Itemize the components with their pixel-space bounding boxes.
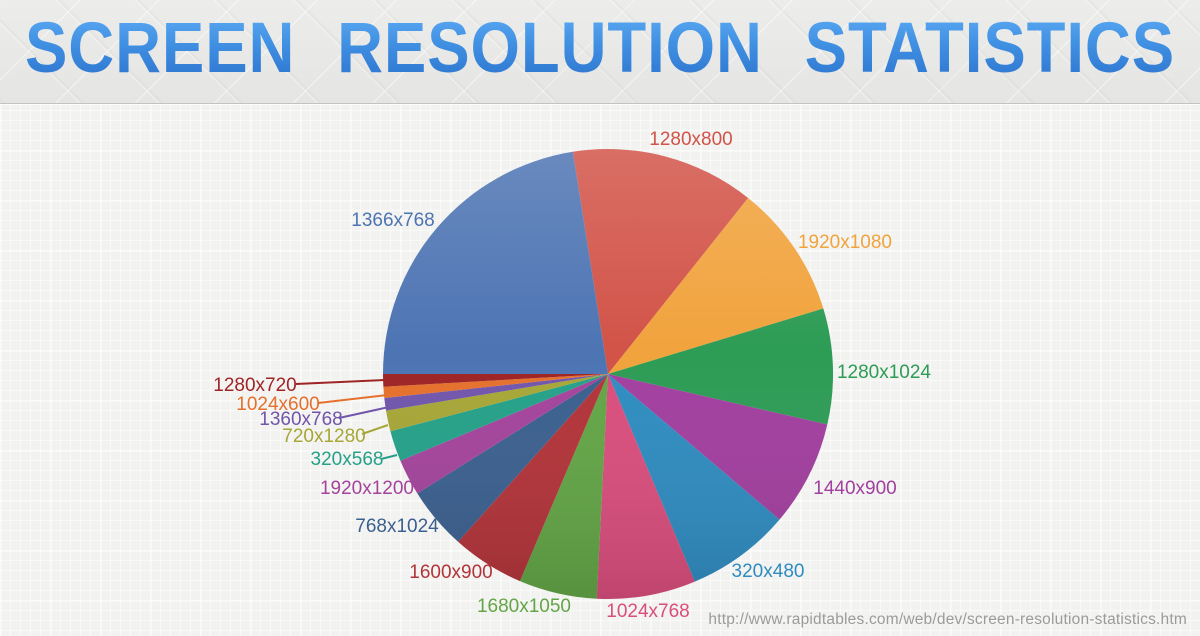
leader-lines-group	[295, 379, 398, 460]
slice-label-1600x900: 1600x900	[409, 562, 492, 583]
leader-line-720x1280	[361, 424, 389, 435]
slice-label-720x1280: 720x1280	[282, 426, 365, 447]
slice-label-1360x768: 1360x768	[259, 409, 342, 430]
pie-slice-1366x768	[383, 151, 608, 374]
slice-label-768x1024: 768x1024	[355, 516, 439, 537]
page-title: SCREEN RESOLUTION STATISTICS	[25, 9, 1175, 88]
slice-label-1280x720: 1280x720	[213, 375, 296, 396]
slice-label-1280x800: 1280x800	[649, 129, 732, 150]
slice-label-1024x600: 1024x600	[236, 394, 319, 415]
leader-line-1360x768	[338, 406, 390, 419]
leader-line-320x568	[380, 454, 398, 460]
pie-chart: 1280x800 1920x1080 1280x1024 1440x900 320x48…	[213, 129, 931, 622]
slice-label-320x568: 320x568	[311, 449, 384, 470]
slice-labels-group: 1280x800 1920x1080 1280x1024 1440x900 320x48…	[213, 129, 931, 622]
pie-slices-group	[383, 149, 834, 599]
slice-label-320x480: 320x480	[732, 561, 805, 582]
slice-label-1680x1050: 1680x1050	[477, 596, 571, 617]
header-banner: SCREEN RESOLUTION STATISTICS	[0, 0, 1200, 104]
slice-label-1440x900: 1440x900	[813, 478, 896, 499]
slice-label-1366x768: 1366x768	[351, 210, 434, 231]
slice-label-1920x1080: 1920x1080	[798, 232, 892, 253]
slice-label-1280x1024: 1280x1024	[837, 362, 931, 383]
slice-label-1024x768: 1024x768	[606, 601, 689, 622]
slice-label-1920x1200: 1920x1200	[320, 478, 414, 499]
leader-line-1280x720	[295, 379, 386, 385]
source-url: http://www.rapidtables.com/web/dev/scree…	[708, 611, 1187, 628]
leader-line-1024x600	[317, 394, 388, 404]
